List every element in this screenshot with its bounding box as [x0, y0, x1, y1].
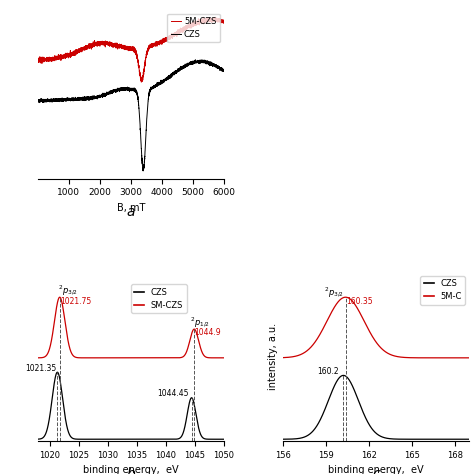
Line: CZS: CZS — [38, 60, 224, 171]
Line: 5M-CZS: 5M-CZS — [38, 17, 224, 82]
Legend: CZS, 5M-C: CZS, 5M-C — [420, 276, 465, 305]
CZS — [170, 70, 176, 76]
Text: a: a — [127, 205, 135, 219]
5M-CZS — [221, 19, 227, 25]
CZS — [215, 65, 221, 71]
5M-CZS — [215, 18, 221, 24]
CZS — [113, 88, 119, 93]
5M-CZS — [35, 57, 41, 63]
Text: 1044.9: 1044.9 — [195, 328, 221, 337]
Legend: 5M-CZS, CZS: 5M-CZS, CZS — [167, 14, 219, 43]
5M-CZS — [206, 16, 212, 21]
5M-CZS — [113, 41, 119, 47]
5M-CZS — [138, 79, 144, 85]
CZS — [221, 68, 227, 74]
5M-CZS — [212, 14, 218, 20]
CZS — [206, 60, 212, 65]
Text: b: b — [127, 467, 135, 474]
CZS — [192, 57, 198, 63]
Text: $^{2}p_{3/2}$: $^{2}p_{3/2}$ — [324, 285, 344, 300]
Text: 1021.75: 1021.75 — [60, 297, 91, 306]
CZS — [140, 168, 146, 174]
Text: c: c — [373, 467, 380, 474]
X-axis label: binding energy,  eV: binding energy, eV — [328, 465, 424, 474]
Text: $^{2}p_{1/2}$: $^{2}p_{1/2}$ — [190, 316, 210, 330]
Text: $^{2}p_{3/2}$: $^{2}p_{3/2}$ — [58, 284, 78, 298]
5M-CZS — [115, 44, 120, 49]
5M-CZS — [170, 32, 176, 38]
Text: 160.35: 160.35 — [346, 297, 374, 306]
5M-CZS — [123, 46, 129, 52]
Legend: CZS, SM-CZS: CZS, SM-CZS — [131, 284, 187, 313]
Text: 1021.35: 1021.35 — [25, 364, 56, 373]
X-axis label: B, mT: B, mT — [117, 203, 145, 213]
X-axis label: binding energy,  eV: binding energy, eV — [83, 465, 179, 474]
CZS — [123, 85, 129, 91]
CZS — [35, 98, 41, 103]
Y-axis label: intensity, a.u.: intensity, a.u. — [268, 323, 278, 390]
CZS — [115, 89, 120, 94]
Text: 160.2: 160.2 — [318, 367, 339, 376]
Text: 1044.45: 1044.45 — [157, 389, 189, 398]
